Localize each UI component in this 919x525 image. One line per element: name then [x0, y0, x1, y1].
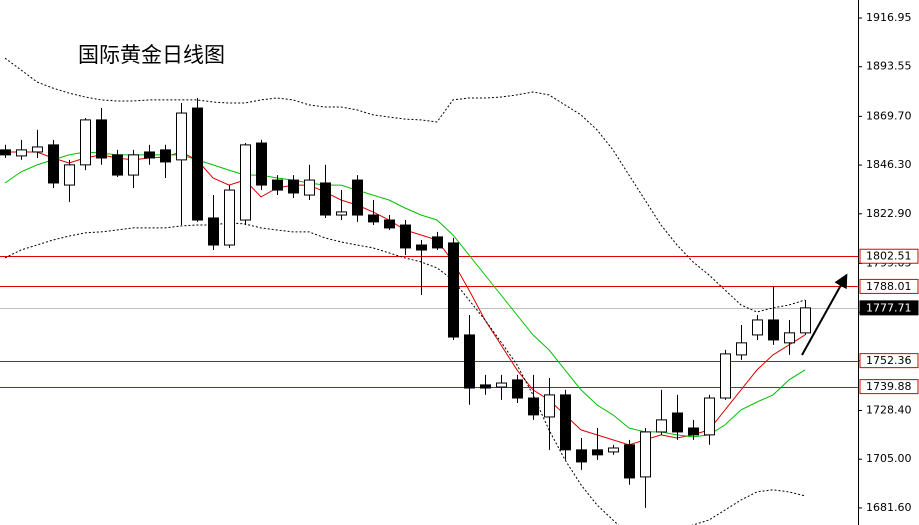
candle-body — [752, 319, 763, 336]
candle-body — [320, 182, 331, 216]
candle-body — [0, 149, 11, 156]
level-box — [859, 379, 919, 395]
candle-body — [192, 107, 203, 221]
candle-body — [448, 242, 459, 338]
band-line — [4, 222, 806, 525]
candle-body — [640, 431, 651, 478]
candle-body — [160, 149, 171, 163]
candle-body — [480, 384, 491, 389]
candle-body — [272, 179, 283, 191]
candle-body — [624, 444, 635, 479]
candle-body — [688, 427, 699, 436]
y-tick-label: 1893.55 — [866, 60, 912, 73]
candle-body — [144, 151, 155, 159]
level-label: 1788.01 — [866, 280, 912, 293]
level-box — [859, 353, 919, 369]
candle-body — [176, 112, 187, 161]
candle-body — [80, 119, 91, 166]
candle-body — [672, 412, 683, 433]
candle-body — [528, 397, 539, 416]
y-tick-label: 1728.40 — [866, 404, 912, 417]
level-box — [859, 300, 919, 316]
level-box — [859, 248, 919, 264]
level-label: 1739.88 — [866, 380, 912, 393]
candle-body — [304, 179, 315, 196]
candle-body — [544, 394, 555, 418]
candle-body — [112, 154, 123, 176]
candle-body — [48, 144, 59, 184]
candle-body — [240, 144, 251, 221]
candle-body — [64, 164, 75, 186]
candle-body — [432, 236, 443, 249]
candle-body — [704, 397, 715, 436]
candle-body — [512, 379, 523, 399]
candle-body — [96, 119, 107, 159]
level-label: 1777.71 — [866, 301, 912, 314]
candle-body — [208, 217, 219, 246]
y-tick-label: 1869.70 — [866, 109, 912, 122]
y-tick-label: 1822.90 — [866, 207, 912, 220]
candle-body — [560, 394, 571, 451]
candle-body — [16, 149, 27, 157]
candle-body — [800, 307, 811, 334]
candle-body — [608, 447, 619, 453]
candle-body — [720, 353, 731, 399]
level-label: 1752.36 — [866, 354, 912, 367]
ma-line — [4, 151, 806, 438]
candle-body — [768, 319, 779, 341]
candle-body — [496, 382, 507, 388]
candle-body — [128, 154, 139, 176]
candle-body — [368, 214, 379, 223]
ma-line — [5, 151, 806, 446]
y-tick-label: 1681.60 — [866, 501, 912, 514]
candle-body — [416, 244, 427, 251]
band-line — [4, 57, 806, 313]
candle-body — [464, 334, 475, 389]
trend-arrow — [801, 273, 848, 356]
y-tick-label: 1705.00 — [866, 452, 912, 465]
candle-body — [224, 189, 235, 246]
candle-body — [736, 342, 747, 356]
level-label: 1802.51 — [866, 250, 912, 263]
candle-body — [576, 449, 587, 463]
candle-body — [256, 142, 267, 186]
candle-body — [592, 449, 603, 456]
candle-body — [656, 419, 667, 433]
y-tick-label: 1846.30 — [866, 158, 912, 171]
candle-body — [352, 179, 363, 216]
candle-body — [784, 332, 795, 344]
candle-body — [384, 219, 395, 229]
candle-body — [400, 224, 411, 249]
y-tick-label: 1916.95 — [866, 11, 912, 24]
candle-body — [336, 211, 347, 216]
candle-body — [288, 179, 299, 194]
level-box — [859, 278, 919, 294]
candle-body — [32, 146, 43, 153]
chart-title: 国际黄金日线图 — [78, 43, 225, 67]
plot-area — [0, 57, 858, 525]
